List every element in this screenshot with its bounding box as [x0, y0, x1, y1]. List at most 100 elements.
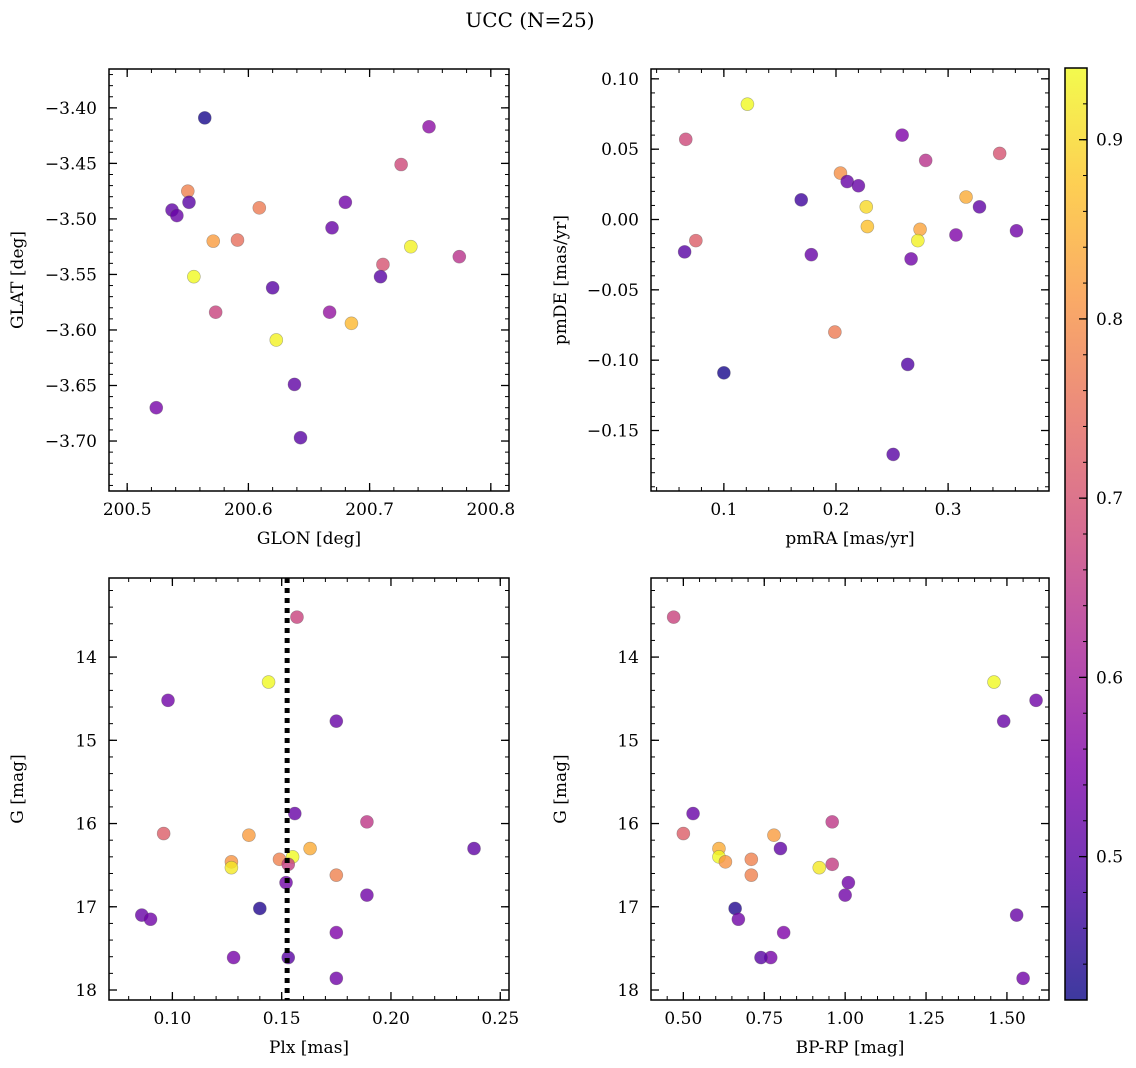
data-point [161, 693, 175, 708]
scatter-panel-1: 200.5 200.6 200.7 200.8 −3.40 −3.45 −3.50 −3.55… [8, 68, 515, 549]
y-tick-label: 16 [617, 815, 639, 835]
plot-area: 200.5 200.6 200.7 200.8 −3.40 −3.45 −3.50 −3.55… [8, 68, 1050, 1058]
y-tick-label: −3.50 [45, 210, 97, 230]
data-point [996, 714, 1011, 728]
colorbar-tick-label: 0.5 [1096, 848, 1123, 868]
data-point [287, 806, 302, 821]
y-tick-label: 0.00 [601, 211, 639, 231]
data-point [230, 233, 245, 247]
y-tick-label: 14 [75, 648, 97, 668]
y-axis-label: G [mag] [8, 754, 28, 823]
data-point [987, 675, 1001, 689]
data-point [744, 868, 759, 882]
y-tick-label: −3.40 [45, 99, 97, 119]
colorbar-tick-label: 0.6 [1096, 668, 1123, 688]
y-tick-label: −3.65 [45, 377, 97, 397]
data-point [143, 912, 158, 927]
x-tick-label: 0.20 [372, 1009, 410, 1029]
colorbar-gradient [1065, 68, 1087, 1000]
x-tick-label: 0.25 [481, 1009, 519, 1029]
data-point [149, 400, 164, 415]
y-tick-label: −3.70 [45, 432, 97, 452]
data-point [322, 305, 337, 320]
data-point [287, 377, 302, 392]
x-tick-label: 0.50 [664, 1009, 702, 1029]
data-point [329, 971, 344, 986]
y-tick-label: 14 [617, 648, 639, 668]
data-point [208, 305, 223, 320]
data-point [261, 675, 276, 689]
data-point [904, 252, 918, 266]
x-tick-label: 200.5 [103, 500, 152, 520]
data-point [828, 325, 842, 339]
x-tick-label: 0.2 [822, 500, 849, 520]
y-tick-label: 17 [75, 898, 97, 918]
data-point [338, 195, 353, 210]
y-tick-label: 17 [617, 898, 639, 918]
x-axis-label: GLON [deg] [257, 529, 361, 549]
y-tick-label: −3.45 [45, 154, 97, 174]
data-point [718, 855, 733, 869]
y-tick-label: −0.15 [587, 422, 639, 442]
data-point [838, 888, 852, 902]
y-axis-label: GLAT [deg] [8, 231, 28, 329]
data-point [678, 132, 693, 147]
data-point [918, 153, 933, 168]
data-point [269, 333, 284, 347]
data-point [731, 912, 746, 927]
y-tick-label: 16 [75, 815, 97, 835]
data-point [744, 852, 759, 867]
y-tick-label: −3.60 [45, 321, 97, 341]
data-point [911, 233, 925, 248]
x-axis-label: Plx [mas] [269, 1038, 349, 1058]
y-axis-label: pmDE [mas/yr] [551, 215, 571, 345]
data-point [376, 257, 390, 272]
data-point [900, 357, 915, 372]
data-point [226, 950, 241, 965]
data-point [841, 875, 856, 890]
data-point [329, 868, 344, 882]
y-tick-label: 15 [75, 731, 97, 751]
colorbar-tick-label: 0.8 [1096, 310, 1123, 330]
y-tick-label: 0.05 [601, 140, 639, 160]
scatter-panel-4: 0.50 0.75 1.00 1.25 1.50 14 15 16 17 18 BP-RP [mag… [551, 577, 1050, 1058]
data-point [860, 219, 875, 234]
figure-title: UCC (N=25) [465, 8, 594, 32]
data-point [1016, 971, 1030, 986]
data-point [666, 610, 681, 624]
data-point [895, 128, 909, 142]
data-point [972, 200, 987, 214]
data-point [253, 901, 267, 916]
data-point [452, 249, 467, 264]
scatter-panel-2: 0.1 0.2 0.3 0.10 0.05 0.00 −0.05 −0.10 −0.15 pmRA… [551, 68, 1050, 549]
data-point [394, 157, 408, 172]
data-point [404, 239, 418, 254]
data-point [686, 806, 700, 821]
data-point [206, 234, 221, 248]
axes-frame [650, 68, 1050, 492]
data-point [224, 860, 239, 875]
y-tick-label: −0.10 [587, 351, 639, 371]
data-point [1009, 908, 1024, 922]
y-tick-label: −0.05 [587, 281, 639, 301]
x-tick-label: 1.50 [988, 1009, 1026, 1029]
data-point [851, 178, 866, 193]
scatter-panel-3: 0.10 0.15 0.20 0.25 14 15 16 17 18 Plx [mas] G [ma… [8, 577, 519, 1058]
x-axis-label: BP-RP [mag] [796, 1038, 905, 1058]
data-point [776, 925, 791, 940]
colorbar: 0.5 0.6 0.7 0.8 0.9 [1064, 67, 1123, 1001]
y-tick-label: 0.10 [601, 70, 639, 90]
data-point [794, 193, 809, 207]
data-point [676, 826, 691, 841]
data-point [242, 828, 256, 842]
data-point [773, 841, 788, 856]
x-tick-label: 0.1 [710, 500, 737, 520]
data-point [767, 828, 781, 842]
x-tick-label: 0.10 [153, 1009, 191, 1029]
data-point [187, 269, 201, 284]
data-point [949, 228, 963, 242]
data-point [689, 233, 703, 248]
data-point [156, 826, 171, 841]
data-point [360, 815, 374, 829]
